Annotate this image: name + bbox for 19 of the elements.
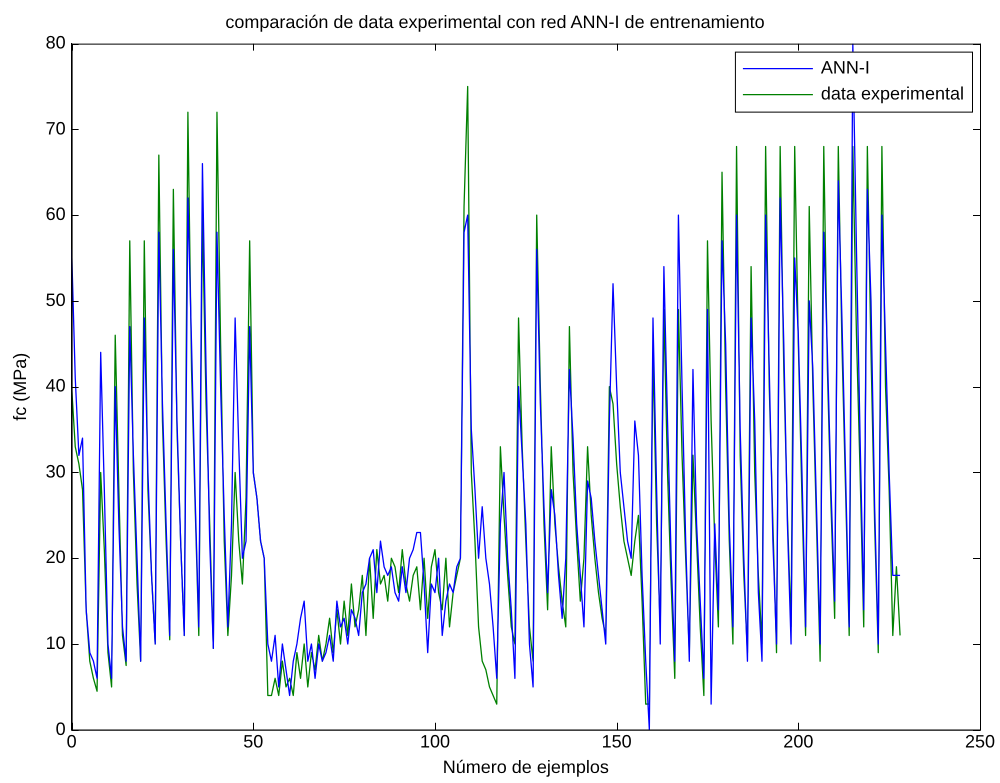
y-tick-label: 40: [46, 376, 66, 396]
y-tick-label: 10: [46, 632, 66, 653]
y-tick-label: 80: [46, 32, 66, 53]
legend-label: ANN-I: [820, 58, 870, 78]
y-axis-title: fc (MPa): [10, 352, 30, 421]
x-axis-title: Número de ejemplos: [442, 757, 609, 778]
x-tick-label: 200: [783, 732, 814, 752]
x-tick-label: 150: [602, 732, 632, 752]
x-tick-label: 100: [420, 732, 450, 752]
y-tick-label: 0: [56, 718, 66, 739]
y-tick-label: 20: [46, 547, 66, 568]
x-tick-label: 50: [243, 732, 264, 752]
y-tick-label: 60: [46, 204, 66, 224]
y-tick-label: 70: [46, 118, 66, 138]
x-tick-label: 250: [964, 732, 996, 752]
y-tick-label: 50: [46, 290, 66, 310]
legend-label: data experimental: [820, 84, 964, 104]
y-tick-label: 30: [46, 461, 66, 482]
chart-title: comparación de data experimental con red ANN-I de entrenamiento: [225, 12, 765, 32]
